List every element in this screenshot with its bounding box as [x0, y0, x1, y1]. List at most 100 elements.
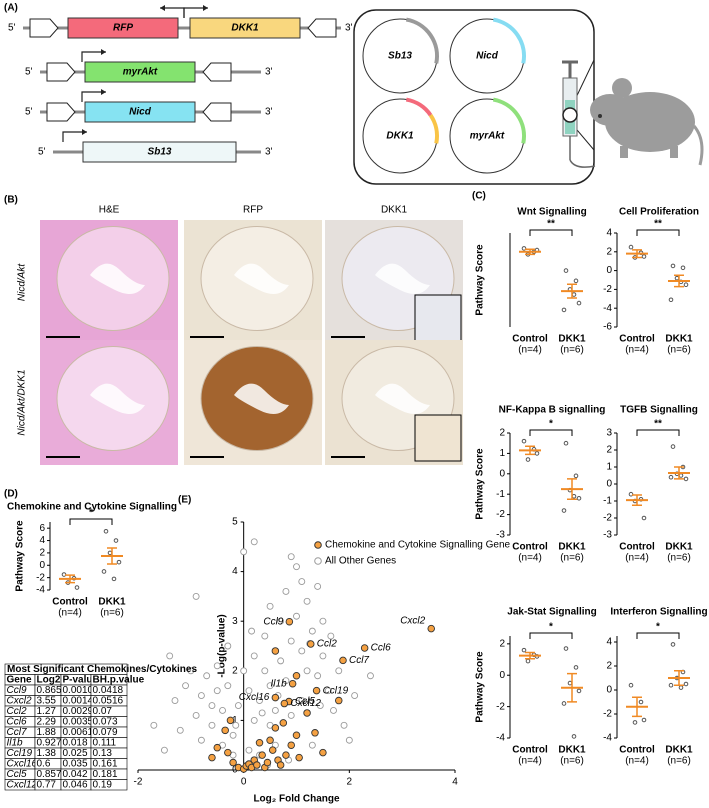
promoter-arrow: [62, 131, 87, 142]
data-point: [521, 246, 527, 251]
n-label: (n=4): [625, 553, 649, 564]
error-bar: [65, 574, 75, 584]
column-title: RFP: [243, 205, 263, 216]
y-tick-label: 0: [499, 468, 505, 479]
data-point: [101, 569, 107, 574]
data-point: [360, 644, 369, 652]
data-point: [176, 726, 184, 734]
data-point: [213, 662, 221, 670]
itr: [307, 18, 337, 38]
table-cell-text: Ccl9: [7, 685, 27, 696]
data-point: [670, 263, 676, 269]
itr: [202, 102, 232, 122]
data-point: [316, 702, 324, 709]
data-point: [534, 451, 540, 456]
error-bar: [632, 249, 642, 259]
data-point: [319, 652, 327, 660]
error-bar: [674, 466, 684, 480]
data-point: [561, 307, 567, 313]
significance-stars: *: [549, 622, 553, 633]
data-point: [166, 652, 174, 660]
data-point: [335, 667, 343, 675]
data-point: [668, 474, 674, 480]
table-cell-text: 0.0010: [63, 685, 94, 696]
table-cell-text: Ccl7: [7, 727, 27, 738]
y-tick-label: 1: [606, 462, 612, 473]
lumen: [90, 263, 145, 294]
table-cell-text: 0.6: [37, 758, 51, 769]
significance-stars: **: [654, 419, 662, 430]
legend-label: All Other Genes: [325, 556, 396, 567]
data-point: [287, 553, 295, 561]
data-point: [258, 751, 266, 759]
data-point: [683, 681, 689, 687]
data-point: [285, 617, 294, 626]
y-tick-label: -4: [36, 585, 45, 596]
significance-bracket: [636, 632, 680, 639]
data-point: [245, 746, 253, 754]
y-tick-label: -2: [496, 509, 505, 520]
table-cell-text: 2.29: [37, 716, 57, 727]
data-point: [240, 548, 248, 556]
table-cell-text: Cxcl16: [7, 758, 38, 769]
x-tick-label: 0: [241, 777, 247, 788]
data-point: [525, 457, 531, 462]
table-cell-text: Ccl5: [7, 769, 27, 780]
mouse-tail: [692, 125, 704, 166]
table-cell-text: 1.27: [37, 706, 57, 717]
itr: [202, 62, 232, 82]
data-point: [208, 753, 216, 762]
data-point: [670, 642, 676, 647]
y-tick-label: 6: [39, 523, 45, 534]
error-bar: [674, 670, 684, 686]
x-tick-label: DKK1: [98, 597, 126, 608]
promoter-arrow: [81, 91, 106, 102]
y-tick-label: 3: [606, 428, 612, 439]
data-point: [197, 692, 205, 700]
data-point: [288, 679, 297, 688]
panel-label: (D): [4, 489, 18, 500]
point-label: Ccl7: [349, 655, 369, 666]
data-point: [250, 652, 258, 660]
plot-title: NF-Kappa B signalling: [499, 405, 606, 416]
table-cell-text: 0.073: [93, 716, 118, 727]
legend-label: Chemokine and Cytokine Signalling Gene: [325, 540, 511, 551]
data-point: [208, 721, 216, 729]
table-cell-text: 0.13: [93, 748, 113, 759]
data-point: [561, 508, 567, 513]
y-tick-label: -3: [603, 530, 612, 541]
data-point: [628, 682, 634, 688]
data-point: [330, 707, 337, 714]
y-tick-label: 0: [39, 560, 45, 571]
data-point: [213, 687, 221, 695]
gene-label: Sb13: [148, 147, 172, 158]
y-tick-label: -6: [603, 322, 612, 333]
column-title: DKK1: [381, 205, 408, 216]
panel-label: (C): [472, 191, 486, 202]
data-point: [298, 578, 306, 585]
data-point: [224, 642, 232, 650]
data-point: [327, 632, 335, 640]
mouse-leg: [670, 146, 678, 158]
data-point: [250, 716, 258, 724]
x-axis-label: Log₂ Fold Change: [253, 794, 340, 805]
data-point: [282, 677, 290, 685]
y-axis-label: Pathway Score: [475, 448, 486, 520]
data-point: [525, 658, 531, 664]
y-tick-label: -4: [603, 303, 612, 314]
significance-bracket: [529, 632, 573, 639]
point-label: Ccl19: [323, 685, 349, 696]
plasmid-gene-arc: [492, 97, 526, 144]
y-tick-label: 2: [606, 445, 612, 456]
y-tick-label: 4: [232, 566, 238, 577]
data-point: [298, 647, 306, 655]
mouse-eye: [598, 114, 602, 118]
x-tick-label: Control: [52, 597, 88, 608]
three-prime: 3': [265, 147, 273, 158]
y-axis-label: Pathway Score: [15, 520, 26, 592]
injection-line: [569, 159, 596, 168]
data-point: [271, 647, 280, 655]
x-tick-label: Control: [512, 334, 548, 345]
data-point: [287, 711, 295, 719]
